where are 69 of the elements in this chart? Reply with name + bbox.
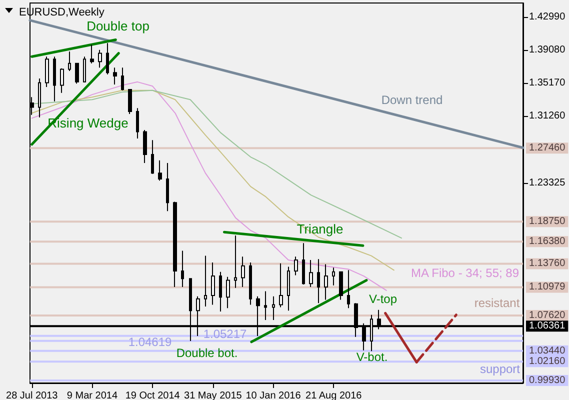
candlestick	[83, 56, 86, 82]
candlestick	[287, 266, 290, 312]
candlestick	[241, 256, 245, 288]
candlestick	[151, 140, 154, 174]
x-tick-label: 9 Mar 2014	[66, 390, 118, 400]
ref-line-label: 1.13760	[529, 258, 566, 270]
annotation: support	[480, 362, 521, 376]
annotation: 1.05217	[203, 327, 248, 341]
annotation: Double bot.	[176, 346, 238, 360]
candlestick	[128, 89, 132, 114]
candlestick	[53, 56, 56, 102]
ref-line-label: 1.10979	[529, 282, 566, 293]
candlestick	[166, 162, 169, 212]
candlestick	[113, 67, 117, 85]
candlestick	[279, 262, 283, 308]
ref-line-label: 1.27460	[529, 142, 566, 154]
candlestick	[38, 78, 41, 118]
candlestick	[68, 51, 71, 72]
candlestick	[211, 262, 215, 306]
candlestick	[332, 267, 335, 286]
candlestick	[317, 258, 320, 304]
candlestick	[226, 276, 230, 309]
candlestick	[60, 68, 64, 94]
ref-line-label: 1.03440	[529, 345, 566, 356]
annotation: Double top	[86, 18, 150, 34]
candlestick	[158, 160, 162, 182]
annotation: V-bot.	[356, 350, 388, 364]
ref-line-label: 1.07620	[529, 310, 566, 322]
candlestick	[347, 270, 350, 309]
ref-line-label: 1.06361	[529, 320, 566, 332]
candlestick	[75, 62, 79, 84]
candlestick	[204, 255, 207, 307]
ref-line-label: 1.02160	[529, 356, 566, 368]
candlestick	[272, 296, 275, 320]
candlestick	[339, 271, 343, 300]
candlestick	[136, 108, 139, 139]
y-tick-label: 1.35170	[529, 78, 566, 89]
candlestick	[249, 262, 252, 306]
candlestick	[173, 201, 177, 288]
candlestick	[234, 235, 237, 288]
candlestick	[324, 264, 328, 300]
ref-line-label: 0.99930	[529, 374, 566, 386]
annotation: 1.04619	[128, 335, 172, 349]
candlestick	[219, 271, 222, 312]
candlestick	[181, 250, 184, 288]
candlestick	[294, 256, 298, 276]
candlestick	[302, 242, 305, 285]
annotation: Down trend	[381, 93, 443, 107]
candlestick	[121, 67, 124, 91]
candlestick	[309, 260, 313, 288]
candlestick	[264, 290, 267, 320]
annotation: resistant	[474, 296, 520, 310]
candlestick	[45, 56, 49, 88]
candlestick	[143, 130, 147, 164]
x-tick-label: 28 Jul 2013	[6, 390, 58, 400]
candlestick	[106, 42, 109, 75]
candlestick	[98, 49, 102, 68]
y-tick-label: 1.42990	[529, 12, 566, 23]
ref-line-label: 1.18750	[529, 216, 566, 228]
annotation: MA Fibo - 34; 55; 89	[410, 266, 520, 280]
ref-line-label: 1.16380	[529, 236, 566, 248]
x-tick-label: 19 Oct 2014	[125, 390, 180, 400]
y-tick-label: 1.23325	[529, 178, 566, 188]
annotation: V-top	[368, 292, 398, 306]
y-tick-label: 1.31260	[529, 110, 566, 122]
candlestick	[90, 44, 94, 64]
x-tick-label: 10 Jan 2016	[246, 390, 302, 400]
y-tick-label: 1.39080	[529, 44, 566, 56]
annotation: Triangle	[296, 222, 344, 236]
